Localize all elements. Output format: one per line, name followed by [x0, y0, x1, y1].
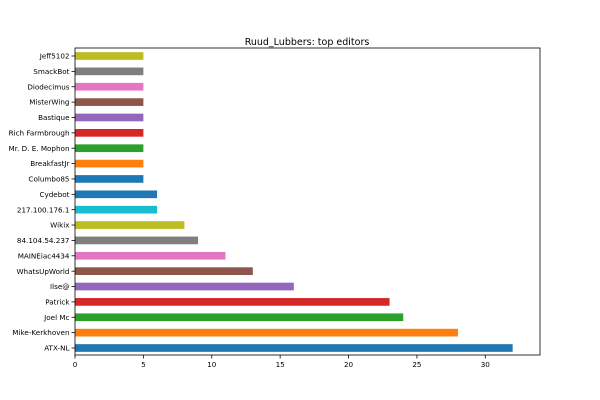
bar-wikix [75, 221, 185, 229]
x-axis: 0 5 10 15 20 25 30 [73, 355, 491, 369]
y-tick-label: Cydebot [39, 190, 69, 199]
bar-cydebot [75, 190, 158, 199]
bar-bastique [75, 113, 144, 122]
y-tick-label: Joel Mc [43, 313, 69, 322]
bar-smackbot [75, 67, 144, 76]
bar-mr-d-e-mophon [75, 144, 144, 153]
chart-title: Ruud_Lubbers: top editors [245, 37, 370, 48]
y-tick-label: BreakfastJr [30, 159, 69, 168]
x-tick-label: 0 [73, 360, 78, 369]
y-tick-label: Diodecimus [27, 82, 69, 91]
y-tick-label: WhatsUpWorld [16, 267, 69, 276]
bar-breakfastjr [75, 159, 144, 168]
y-tick-label: Ilse@ [50, 282, 69, 291]
x-tick-label: 25 [412, 360, 421, 369]
x-tick-label: 15 [276, 360, 285, 369]
y-axis: ATX-NL Mike-Kerkhoven Joel Mc Patrick Ilse@ W… [9, 52, 75, 353]
bar-diodecimus [75, 82, 144, 91]
y-tick-label: Bastique [38, 113, 70, 122]
y-tick-label: Columbo85 [28, 175, 69, 184]
bar-maineiac4434 [75, 251, 226, 260]
y-tick-label: Mr. D. E. Mophon [9, 144, 70, 153]
bar-patrick [75, 298, 390, 306]
bar-misterwing [75, 98, 144, 106]
y-tick-label: Patrick [45, 297, 70, 306]
bar-rich-farmbrough [75, 129, 144, 137]
bar-atx-nl [75, 344, 513, 352]
bar-jeff5102 [75, 52, 144, 60]
y-tick-label: SmackBot [33, 67, 69, 76]
y-tick-label: Wikix [50, 221, 70, 230]
bar-217-100-176-1 [75, 205, 158, 214]
y-tick-label: Jeff5102 [39, 52, 70, 61]
y-tick-label: MisterWing [29, 98, 69, 107]
plot-frame [74, 47, 541, 356]
bar-ilse- [75, 282, 294, 291]
x-tick-label: 10 [207, 360, 217, 369]
bars-group [75, 52, 513, 352]
y-tick-label: ATX-NL [44, 344, 69, 353]
y-tick-label: Mike-Kerkhoven [12, 328, 69, 337]
y-tick-label: Rich Farmbrough [9, 128, 70, 137]
x-tick-label: 30 [481, 360, 491, 369]
y-tick-label: 84.104.54.237 [17, 236, 70, 245]
y-tick-label: MAINEiac4434 [18, 251, 70, 260]
bar-84-104-54-237 [75, 236, 199, 245]
bar-whatsupworld [75, 267, 253, 275]
x-tick-label: 5 [141, 360, 146, 369]
bar-columbo85 [75, 175, 144, 183]
bar-mike-kerkhoven [75, 328, 458, 337]
y-tick-label: 217.100.176.1 [17, 205, 70, 214]
bar-joel-mc [75, 313, 404, 322]
x-tick-label: 20 [344, 360, 354, 369]
